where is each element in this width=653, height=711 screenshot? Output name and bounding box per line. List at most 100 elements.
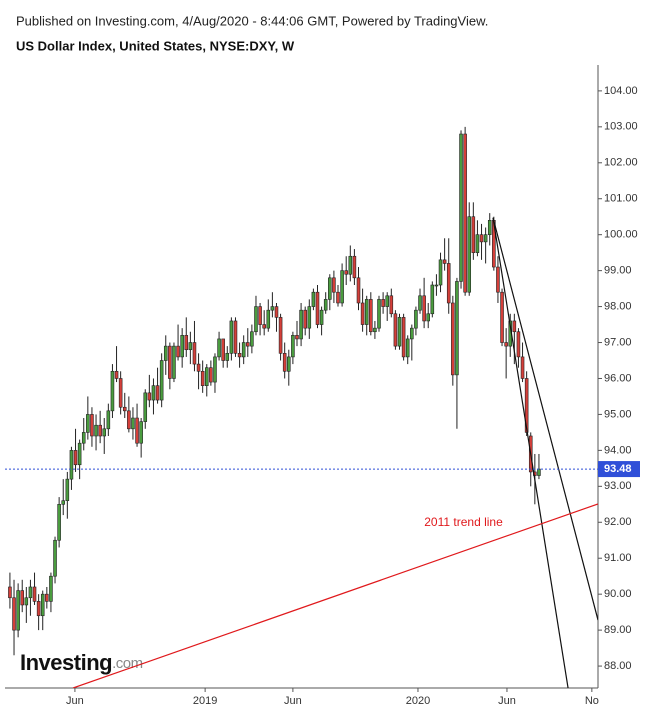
- candle-body: [213, 356, 217, 383]
- candle-body: [504, 342, 508, 347]
- y-tick-label: 88.00: [604, 660, 632, 672]
- candle-body: [475, 234, 480, 253]
- candle-body: [57, 503, 61, 541]
- candle-body: [307, 306, 312, 329]
- candle-body: [69, 450, 74, 480]
- candle-body: [258, 306, 262, 325]
- y-tick-label: 100.00: [604, 229, 638, 241]
- candle-body: [303, 309, 307, 329]
- candle-body: [114, 370, 119, 379]
- candle-body: [434, 284, 439, 287]
- candle-body: [229, 320, 234, 354]
- y-tick-label: 103.00: [604, 121, 638, 133]
- candle-body: [8, 586, 12, 599]
- candle-body: [377, 299, 381, 329]
- y-tick-label: 95.00: [604, 408, 632, 420]
- candle-body: [479, 234, 484, 243]
- candle-body: [77, 442, 82, 466]
- candle-body: [364, 299, 369, 325]
- candle-body: [143, 392, 148, 422]
- candle-body: [418, 295, 422, 311]
- candle-body: [348, 255, 353, 275]
- last-price-label: 93.48: [604, 463, 632, 475]
- y-tick-label: 101.00: [604, 193, 638, 205]
- candle-body: [225, 353, 230, 361]
- candle-body: [455, 281, 459, 376]
- candle-body: [102, 428, 107, 437]
- candle-body: [233, 320, 238, 354]
- y-tick-label: 96.00: [604, 372, 632, 384]
- candle-body: [36, 601, 41, 617]
- candle-body: [209, 367, 213, 383]
- header: Published on Investing.com, 4/Aug/2020 -…: [16, 13, 488, 28]
- y-tick-label: 92.00: [604, 516, 632, 528]
- candle-body: [401, 317, 406, 358]
- candle-body: [274, 306, 279, 318]
- y-tick-label: 91.00: [604, 552, 632, 564]
- candle-body: [192, 342, 197, 365]
- y-tick-label: 102.00: [604, 157, 638, 169]
- candle-body: [20, 590, 25, 606]
- candle-body: [422, 295, 426, 322]
- candle-body: [168, 345, 172, 379]
- candle-body: [16, 590, 20, 631]
- candle-body: [463, 133, 467, 293]
- candle-body: [319, 309, 324, 325]
- candle-body: [73, 450, 78, 466]
- candle-body: [262, 324, 266, 329]
- candle-body: [389, 295, 394, 315]
- candle-body: [184, 335, 189, 351]
- candle-body: [32, 586, 37, 602]
- candle-body: [520, 356, 525, 379]
- chart-title: US Dollar Index, United States, NYSE:DXY…: [16, 38, 295, 53]
- x-tick-label: No: [585, 695, 599, 707]
- candle-body: [246, 342, 250, 347]
- candle-body: [131, 417, 135, 430]
- x-tick-label: Jun: [498, 695, 516, 707]
- x-tick-label: 2020: [406, 695, 430, 707]
- candle-body: [266, 309, 271, 329]
- trend-line: [492, 217, 569, 688]
- trend-line: [72, 503, 598, 688]
- candle-body: [40, 593, 45, 617]
- candle-body: [53, 539, 57, 577]
- candle-body: [98, 424, 102, 437]
- trend-line: [492, 217, 598, 621]
- candle-body: [426, 313, 430, 322]
- candle-body: [139, 421, 143, 444]
- candle-body: [151, 385, 156, 401]
- x-tick-label: Jun: [66, 695, 84, 707]
- candle-body: [414, 309, 418, 329]
- candle-body: [282, 353, 287, 372]
- candle-body: [86, 414, 90, 433]
- candle-body: [512, 320, 517, 333]
- candle-body: [217, 338, 221, 358]
- candle-body: [45, 593, 49, 602]
- candle-body: [446, 263, 451, 304]
- candle-body: [12, 597, 16, 631]
- plot: [8, 126, 598, 688]
- candle-body: [237, 353, 242, 358]
- candle-body: [241, 342, 246, 358]
- candle-body: [328, 277, 332, 300]
- candle-body: [311, 291, 316, 307]
- candle-body: [196, 363, 201, 372]
- candle-body: [135, 417, 139, 444]
- candle-body: [467, 216, 472, 293]
- candle-body: [323, 299, 328, 311]
- candle-body: [483, 234, 488, 243]
- candle-body: [94, 424, 98, 437]
- candle-body: [295, 335, 299, 340]
- y-tick-label: 104.00: [604, 85, 638, 97]
- candle-body: [172, 345, 176, 379]
- candle-body: [360, 302, 365, 325]
- candle-body: [471, 216, 476, 253]
- candle-body: [516, 331, 521, 358]
- candle-body: [176, 345, 180, 358]
- candle-body: [278, 317, 283, 354]
- candle-body: [287, 356, 291, 372]
- candle-body: [381, 299, 385, 307]
- y-tick-label: 89.00: [604, 624, 632, 636]
- candle-body: [459, 133, 463, 282]
